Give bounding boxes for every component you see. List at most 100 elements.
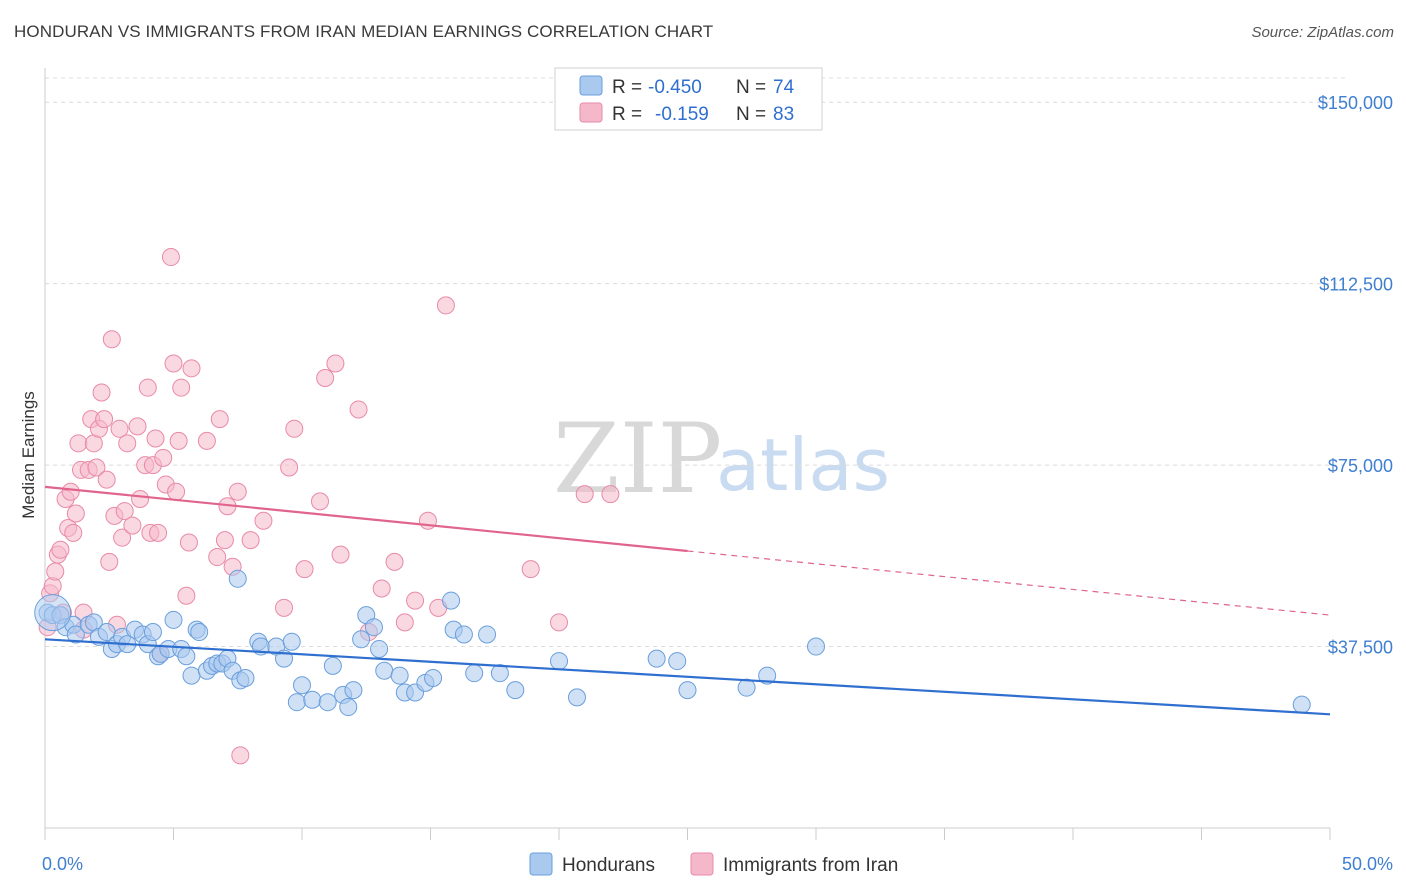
data-point-hondurans — [344, 681, 363, 700]
data-point-iran — [231, 746, 250, 765]
data-point-iran — [241, 531, 260, 550]
data-point-iran — [550, 613, 568, 632]
data-point-iran — [316, 369, 335, 387]
data-point-hondurans — [647, 649, 666, 668]
legend-swatch-iran — [690, 852, 714, 876]
data-point-hondurans — [303, 690, 322, 709]
stats-r-value-iran: -0.159 — [655, 104, 709, 125]
y-tick-label: $75,000 — [1328, 456, 1393, 476]
axes — [44, 68, 1331, 840]
data-point-hondurans — [668, 652, 687, 671]
data-point-iran — [280, 458, 299, 477]
data-point-iran — [164, 354, 183, 373]
data-point-hondurans — [143, 623, 162, 642]
data-point-hondurans — [293, 676, 311, 695]
data-point-iran — [66, 504, 85, 523]
data-point-hondurans — [490, 664, 509, 683]
data-point-hondurans — [323, 656, 342, 675]
data-point-hondurans — [177, 647, 196, 666]
data-point-iran — [172, 378, 191, 397]
data-point-iran — [154, 448, 173, 467]
data-point-iran — [331, 545, 350, 564]
gridlines — [45, 77, 1345, 648]
y-tick-label: $150,000 — [1318, 93, 1393, 113]
data-point-iran — [95, 410, 114, 429]
data-point-iran — [113, 528, 132, 547]
data-point-iran — [92, 383, 111, 402]
data-point-hondurans — [182, 666, 201, 685]
x-tick-labels: 0.0% 50.0% — [42, 854, 1393, 874]
bottom-legend: Hondurans Immigrants from Iran — [529, 852, 898, 876]
data-point-hondurans — [737, 678, 756, 697]
data-point-iran — [395, 613, 414, 632]
data-point-iran — [146, 429, 165, 448]
data-point-hondurans — [465, 664, 484, 683]
data-point-iran — [385, 552, 404, 571]
data-point-iran — [123, 516, 142, 535]
x-tick-label-max: 50.0% — [1342, 854, 1393, 874]
series-iran-points — [38, 248, 620, 765]
stats-r-value-hondurans: -0.450 — [648, 77, 702, 98]
data-point-hondurans — [1292, 695, 1311, 714]
x-tick-label-min: 0.0% — [42, 854, 83, 874]
data-point-iran — [131, 489, 150, 508]
data-point-hondurans — [375, 661, 394, 680]
data-point-iran — [210, 410, 229, 429]
data-point-iran — [326, 354, 345, 373]
stats-n-value-iran: 83 — [773, 104, 794, 125]
data-point-iran — [254, 511, 273, 530]
data-point-hondurans — [318, 693, 337, 712]
stats-n-label-iran: N = — [736, 104, 766, 125]
data-point-hondurans — [454, 625, 473, 644]
data-point-iran — [100, 552, 119, 571]
data-point-iran — [167, 482, 186, 501]
stats-r-label-hondurans: R = — [612, 77, 642, 98]
data-point-hondurans — [550, 652, 568, 671]
data-point-iran — [69, 434, 88, 453]
chart-title: HONDURAN VS IMMIGRANTS FROM IRAN MEDIAN … — [14, 22, 714, 41]
stats-n-value-hondurans: 74 — [773, 77, 795, 98]
data-point-hondurans-cluster — [34, 594, 72, 632]
data-point-iran — [275, 598, 294, 617]
data-point-iran — [179, 533, 198, 552]
data-point-iran — [228, 482, 247, 501]
data-point-iran — [64, 523, 83, 542]
data-point-iran — [215, 531, 234, 550]
data-point-hondurans — [478, 625, 497, 644]
data-point-iran — [128, 417, 147, 436]
data-point-hondurans — [506, 681, 525, 700]
data-point-hondurans — [228, 569, 247, 588]
data-point-iran — [61, 482, 80, 501]
data-point-hondurans — [758, 666, 777, 685]
stats-legend: R = -0.450 N = 74 R = -0.159 N = 83 — [554, 67, 823, 131]
legend-label-hondurans: Hondurans — [562, 855, 655, 876]
y-tick-labels: $37,500 $75,000 $112,500 $150,000 — [1318, 93, 1393, 657]
data-point-iran — [169, 431, 188, 450]
data-point-iran — [285, 419, 304, 438]
data-point-iran — [115, 502, 134, 521]
trend-line-hondurans — [44, 638, 1331, 716]
data-point-hondurans — [370, 639, 389, 658]
data-point-hondurans — [807, 637, 825, 656]
data-point-iran — [601, 485, 620, 504]
legend-swatch-hondurans — [529, 852, 553, 876]
data-point-iran — [161, 248, 180, 267]
trend-line-iran-extension — [687, 550, 1331, 616]
data-point-iran — [177, 586, 196, 605]
data-point-iran — [575, 485, 594, 504]
data-point-iran — [197, 431, 216, 450]
data-point-iran — [138, 378, 157, 397]
data-point-iran — [110, 419, 129, 438]
chart-source: Source: ZipAtlas.com — [1251, 24, 1394, 41]
data-point-iran — [521, 560, 540, 579]
data-point-hondurans — [567, 688, 586, 707]
series-hondurans-points — [34, 569, 1311, 717]
data-point-hondurans — [164, 610, 183, 629]
data-point-hondurans — [364, 618, 383, 637]
data-point-iran — [295, 560, 314, 579]
data-point-hondurans — [352, 630, 371, 649]
trend-line-iran — [44, 485, 688, 553]
data-point-iran — [149, 523, 168, 542]
data-point-iran — [102, 330, 121, 349]
